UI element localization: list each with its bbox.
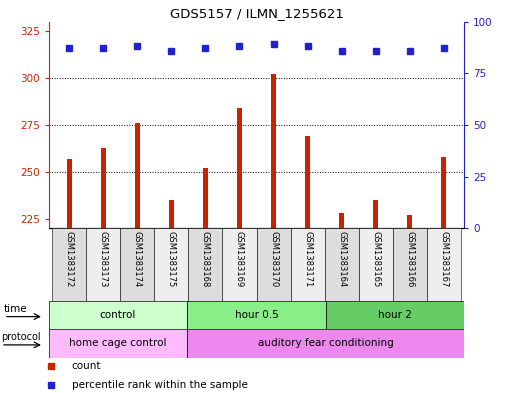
Bar [203,168,208,228]
Bar [441,157,446,228]
Bar [101,147,106,228]
Bar [326,301,464,329]
Bar [120,228,154,301]
Bar [187,329,464,358]
Text: GSM1383167: GSM1383167 [439,231,448,287]
Bar [393,228,427,301]
Bar [407,215,412,228]
Bar [154,228,188,301]
Text: home cage control: home cage control [69,338,167,349]
Text: GSM1383171: GSM1383171 [303,231,312,287]
Bar [271,74,276,228]
Bar [49,301,187,329]
Text: GSM1383166: GSM1383166 [405,231,415,287]
Text: GSM1383175: GSM1383175 [167,231,176,287]
Bar [427,228,461,301]
Bar [325,228,359,301]
Bar [290,228,325,301]
Bar [52,228,86,301]
Bar [223,228,256,301]
Bar [256,228,290,301]
Text: GSM1383173: GSM1383173 [98,231,108,287]
Text: GSM1383170: GSM1383170 [269,231,278,287]
Bar [359,228,393,301]
Text: percentile rank within the sample: percentile rank within the sample [72,380,248,390]
Bar [305,136,310,228]
Text: GSM1383169: GSM1383169 [235,231,244,287]
Bar [135,123,140,228]
Text: GSM1383165: GSM1383165 [371,231,380,287]
Text: hour 2: hour 2 [378,310,412,320]
Text: control: control [100,310,136,320]
Bar [67,159,72,228]
Title: GDS5157 / ILMN_1255621: GDS5157 / ILMN_1255621 [170,7,343,20]
Text: GSM1383168: GSM1383168 [201,231,210,287]
Text: GSM1383174: GSM1383174 [133,231,142,287]
Bar [188,228,223,301]
Bar [339,213,344,228]
Bar [373,200,378,228]
Bar [169,200,174,228]
Text: GSM1383164: GSM1383164 [337,231,346,287]
Bar [49,329,187,358]
Bar [187,301,326,329]
Text: hour 0.5: hour 0.5 [234,310,279,320]
Text: auditory fear conditioning: auditory fear conditioning [258,338,393,349]
Text: protocol: protocol [1,332,41,342]
Text: count: count [72,362,102,371]
Text: GSM1383172: GSM1383172 [65,231,74,287]
Bar [86,228,120,301]
Bar [237,108,242,228]
Text: time: time [4,304,28,314]
